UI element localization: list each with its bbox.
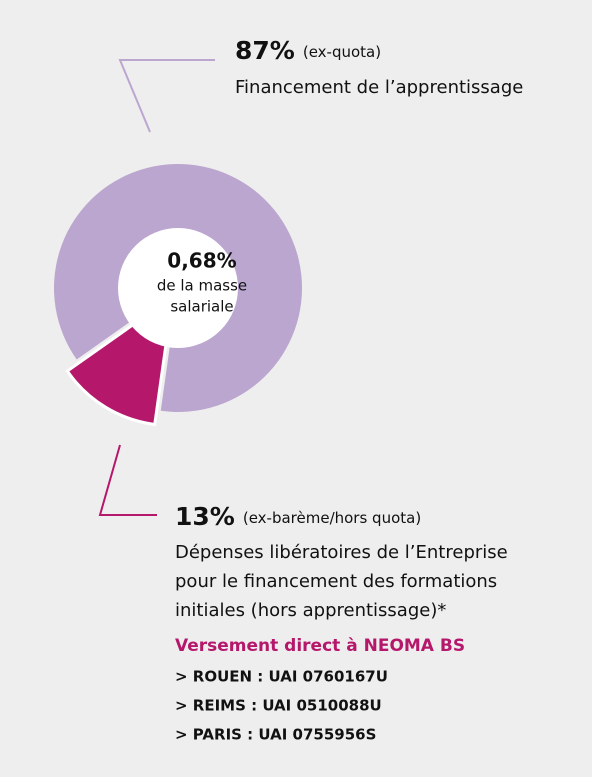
label-87: 87% (ex-quota) <box>235 36 381 65</box>
donut-hole <box>118 228 238 348</box>
center-line: de la masse <box>157 277 247 295</box>
description: Financement de l’apprentissage <box>235 77 523 98</box>
callout-line <box>118 59 215 133</box>
value-label: 13% <box>175 502 235 531</box>
description: Dépenses libératoires de l’Entreprise <box>175 542 508 563</box>
note-item: > ROUEN : UAI 0760167U <box>175 668 388 686</box>
category: (ex-quota) <box>303 43 381 61</box>
note-item: > REIMS : UAI 0510088U <box>175 697 382 715</box>
note-title: Versement direct à NEOMA BS <box>175 636 465 656</box>
callout-line <box>98 444 157 516</box>
description: initiales (hors apprentissage)* <box>175 600 446 621</box>
label-13: 13% (ex-barème/hors quota) <box>175 502 421 531</box>
value-label: 87% <box>235 36 295 65</box>
description: pour le financement des formations <box>175 571 497 592</box>
center-line: salariale <box>170 298 233 316</box>
center-value: 0,68% <box>167 249 236 273</box>
category: (ex-barème/hors quota) <box>243 509 421 527</box>
note-item: > PARIS : UAI 0755956S <box>175 726 376 744</box>
